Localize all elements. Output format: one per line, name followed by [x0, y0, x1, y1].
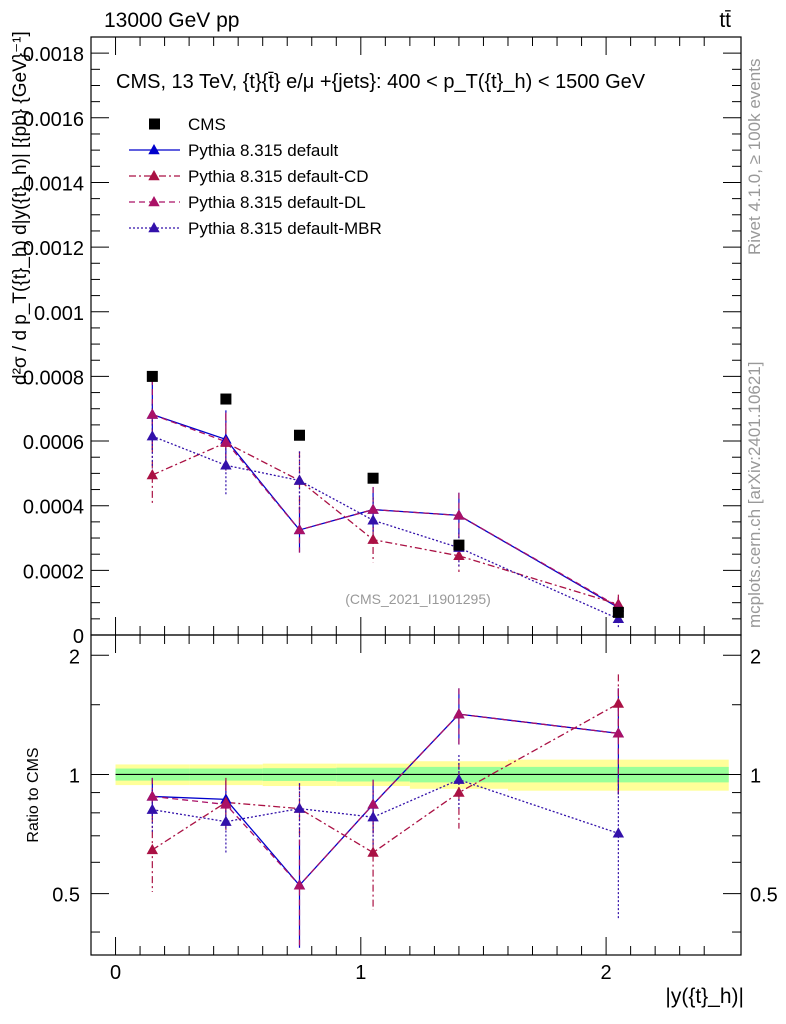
main-y-tick-label: 0.0006 — [23, 432, 84, 454]
main-y-tick-label: 0.0008 — [23, 367, 84, 389]
legend-label: Pythia 8.315 default-CD — [188, 167, 369, 186]
legend-label: CMS — [188, 115, 226, 134]
series-line-ratio — [152, 713, 619, 887]
ratio-uncertainty-bands — [115, 759, 729, 791]
triangle-marker-main — [293, 523, 306, 535]
triangle-marker-ratio — [453, 773, 465, 784]
legend: CMS Pythia 8.315 default Pythia 8.315 defa… — [129, 115, 382, 238]
legend-marker — [148, 222, 160, 233]
ratio-y-tick-label-right: 0.5 — [750, 885, 778, 907]
ratio-panel-frame — [90, 634, 742, 956]
triangle-marker-main — [453, 549, 465, 561]
triangle-marker-ratio — [367, 798, 379, 809]
cms-data-point — [293, 429, 305, 441]
triangle-marker-main — [146, 408, 159, 419]
series-line-ratio — [152, 713, 619, 887]
ratio-plot-data — [146, 674, 625, 948]
triangle-marker-main — [367, 503, 379, 514]
main-y-tick-label: 0.0014 — [23, 173, 84, 195]
mcplots-label: mcplots.cern.ch [arXiv:2401.10621] — [745, 362, 764, 628]
x-tick-label: 0 — [110, 962, 121, 984]
axis-tick-labels: 0 0.0002 0.0004 0.0006 0.0008 0.001 0.0012 0.00… — [23, 44, 778, 984]
triangle-marker-ratio — [146, 843, 159, 855]
series-line-main — [152, 441, 619, 605]
triangle-marker-ratio — [612, 727, 625, 738]
rivet-version-label: Rivet 4.1.0, ≥ 100k events — [745, 59, 764, 255]
ratio-y-tick-label: 0.5 — [52, 885, 80, 907]
triangle-marker-ratio — [220, 798, 232, 809]
x-tick-label: 2 — [601, 962, 612, 984]
main-y-tick-label: 0.0012 — [23, 238, 84, 260]
main-y-tick-label: 0.0016 — [23, 109, 84, 131]
triangle-marker-main — [367, 514, 379, 525]
triangle-marker-ratio — [612, 697, 625, 708]
ratio-y-axis-label: Ratio to CMS — [25, 747, 42, 842]
cms-data-point — [612, 606, 624, 618]
chart-title: CMS, 13 TeV, {t}{t̄} e/μ +{jets}: 400 < … — [116, 71, 646, 93]
triangle-marker-main — [220, 435, 232, 446]
process-label: tt̄ — [719, 9, 731, 32]
main-y-tick-label: 0.0002 — [23, 561, 84, 583]
main-y-tick-label: 0.001 — [34, 303, 84, 325]
triangle-marker-main — [146, 430, 159, 441]
triangle-marker-ratio — [612, 827, 625, 838]
triangle-marker-ratio — [293, 879, 306, 890]
triangle-marker-ratio — [146, 803, 159, 814]
main-y-axis-label: d²σ / d p_T({t}_h) d|y({t}_h)| [{pb} {Ge… — [10, 31, 31, 385]
legend-label: Pythia 8.315 default-DL — [188, 193, 366, 212]
triangle-marker-ratio — [293, 802, 306, 813]
triangle-marker-main — [453, 509, 465, 520]
series-line-main — [152, 435, 619, 620]
legend-marker — [148, 170, 160, 181]
legend-marker — [148, 196, 160, 207]
legend-cms-marker — [149, 118, 160, 130]
x-tick-label: 1 — [355, 962, 366, 984]
triangle-marker-ratio — [367, 811, 379, 822]
triangle-marker-main — [612, 612, 625, 624]
analysis-watermark: (CMS_2021_I1901295) — [345, 591, 491, 607]
series-line-ratio — [152, 779, 619, 834]
triangle-marker-main — [367, 533, 379, 544]
main-y-tick-label: 0.0004 — [23, 497, 84, 519]
cms-data-point — [367, 472, 379, 484]
triangle-marker-ratio — [453, 786, 465, 797]
main-plot-data — [146, 370, 625, 629]
cms-data-point — [453, 539, 465, 551]
triangle-marker-ratio — [453, 708, 465, 719]
triangle-marker-ratio — [220, 815, 232, 826]
main-y-tick-label: 0 — [73, 626, 84, 648]
triangle-marker-ratio — [367, 846, 379, 857]
triangle-marker-main — [146, 468, 159, 480]
axis-ticks — [90, 36, 741, 955]
legend-label: Pythia 8.315 default — [188, 141, 339, 160]
legend-marker — [148, 144, 160, 155]
energy-label: 13000 GeV pp — [104, 9, 239, 32]
cms-data-point — [220, 393, 232, 405]
ratio-y-tick-label: 1 — [69, 765, 80, 787]
ratio-y-tick-label-right: 2 — [750, 646, 761, 668]
x-axis-label: |y({t}_h)| — [665, 985, 744, 1008]
triangle-marker-ratio — [146, 790, 159, 801]
ratio-y-tick-label: 2 — [69, 646, 80, 668]
cms-data-point — [146, 370, 158, 382]
triangle-marker-main — [293, 474, 306, 485]
ratio-y-tick-label-right: 1 — [750, 765, 761, 787]
legend-label: Pythia 8.315 default-MBR — [188, 219, 382, 238]
triangle-marker-main — [220, 459, 232, 470]
main-y-tick-label: 0.0018 — [23, 44, 84, 66]
series-line-main — [152, 413, 619, 608]
